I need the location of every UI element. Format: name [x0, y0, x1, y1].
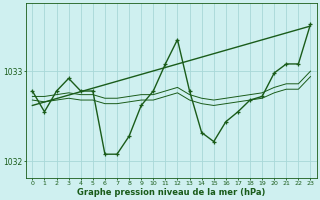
X-axis label: Graphe pression niveau de la mer (hPa): Graphe pression niveau de la mer (hPa)	[77, 188, 266, 197]
